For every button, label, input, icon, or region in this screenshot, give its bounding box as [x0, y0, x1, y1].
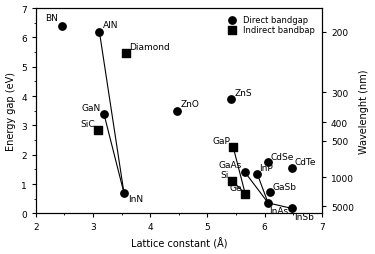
Text: GaP: GaP	[213, 137, 230, 146]
Point	[228, 97, 234, 101]
Text: Si: Si	[221, 170, 229, 179]
Text: ZnS: ZnS	[235, 89, 252, 98]
Text: GaN: GaN	[82, 103, 101, 112]
Text: InN: InN	[128, 195, 143, 203]
X-axis label: Lattice constant (Å): Lattice constant (Å)	[130, 237, 227, 248]
Text: InAs: InAs	[269, 207, 288, 216]
Point	[264, 161, 270, 165]
Legend: Direct bandgap, Indirect bandbap: Direct bandgap, Indirect bandbap	[222, 13, 318, 38]
Point	[121, 191, 127, 195]
Text: GaSb: GaSb	[273, 182, 297, 191]
Point	[123, 52, 129, 56]
Text: CdTe: CdTe	[295, 157, 316, 166]
Point	[289, 166, 295, 170]
Point	[289, 207, 295, 211]
Point	[94, 128, 100, 132]
Text: BN: BN	[45, 14, 58, 23]
Text: GaAs: GaAs	[219, 161, 242, 170]
Text: SiC: SiC	[80, 119, 95, 128]
Text: Ge: Ge	[230, 183, 242, 192]
Point	[229, 179, 235, 183]
Text: CdSe: CdSe	[270, 152, 294, 161]
Y-axis label: Wavelenght (nm): Wavelenght (nm)	[360, 69, 369, 153]
Point	[242, 170, 248, 174]
Point	[101, 113, 107, 117]
Point	[96, 30, 102, 35]
Point	[230, 146, 236, 150]
Y-axis label: Energy gap (eV): Energy gap (eV)	[6, 72, 15, 151]
Text: InP: InP	[260, 163, 273, 172]
Point	[59, 25, 65, 29]
Text: Diamond: Diamond	[129, 43, 170, 52]
Point	[174, 109, 180, 113]
Point	[265, 201, 271, 205]
Text: AlN: AlN	[103, 21, 118, 30]
Point	[242, 192, 248, 196]
Point	[267, 190, 273, 195]
Text: ZnO: ZnO	[181, 100, 200, 109]
Point	[254, 172, 260, 176]
Text: InSb: InSb	[294, 212, 314, 221]
